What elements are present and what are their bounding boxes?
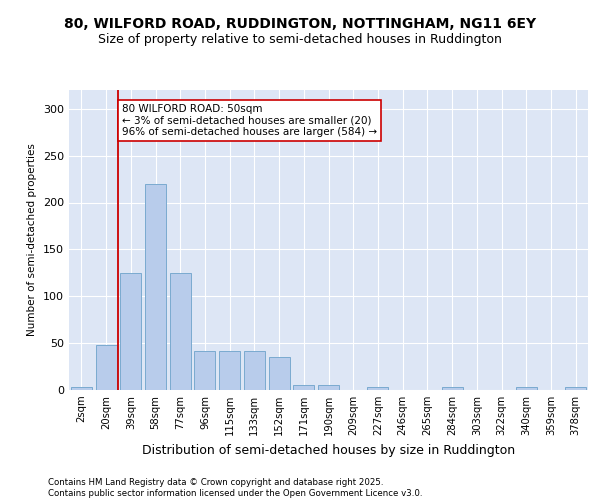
Bar [516, 387, 537, 390]
Bar [318, 386, 339, 390]
Bar [565, 387, 586, 390]
Bar [244, 350, 265, 390]
Bar [367, 387, 388, 390]
Y-axis label: Number of semi-detached properties: Number of semi-detached properties [28, 144, 37, 336]
Bar [145, 184, 166, 390]
Bar [170, 273, 191, 390]
Text: Size of property relative to semi-detached houses in Ruddington: Size of property relative to semi-detach… [98, 32, 502, 46]
Bar [293, 386, 314, 390]
X-axis label: Distribution of semi-detached houses by size in Ruddington: Distribution of semi-detached houses by … [142, 444, 515, 456]
Bar [442, 387, 463, 390]
Bar [95, 345, 116, 390]
Text: Contains HM Land Registry data © Crown copyright and database right 2025.
Contai: Contains HM Land Registry data © Crown c… [48, 478, 422, 498]
Text: 80, WILFORD ROAD, RUDDINGTON, NOTTINGHAM, NG11 6EY: 80, WILFORD ROAD, RUDDINGTON, NOTTINGHAM… [64, 18, 536, 32]
Text: 80 WILFORD ROAD: 50sqm
← 3% of semi-detached houses are smaller (20)
96% of semi: 80 WILFORD ROAD: 50sqm ← 3% of semi-deta… [122, 104, 377, 138]
Bar [219, 350, 240, 390]
Bar [194, 350, 215, 390]
Bar [120, 273, 141, 390]
Bar [71, 387, 92, 390]
Bar [269, 357, 290, 390]
